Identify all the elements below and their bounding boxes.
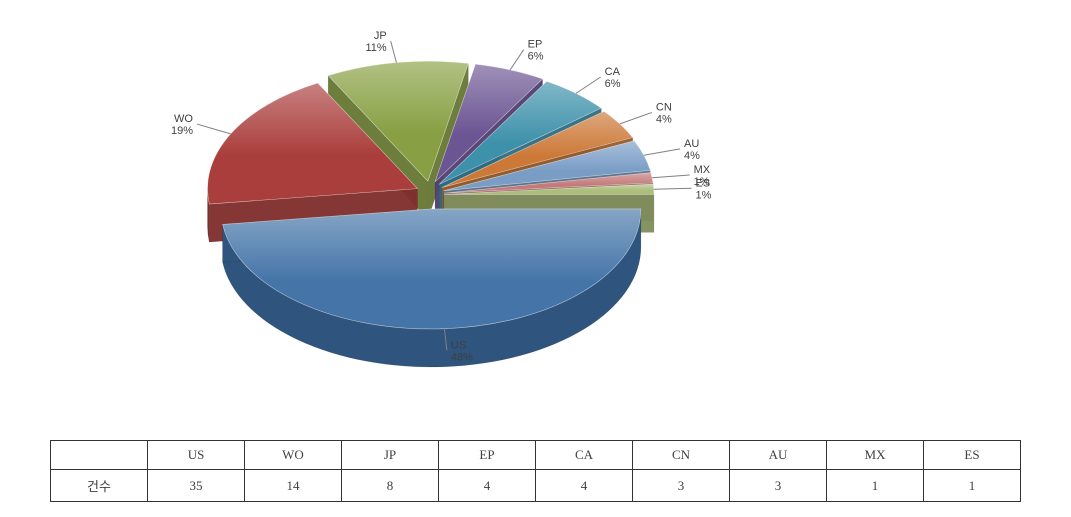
slice-label-code: CA (605, 66, 621, 78)
data-table: US WO JP EP CA CN AU MX ES 건수 35 14 8 4 … (50, 440, 1021, 502)
slice-label-code: US (451, 339, 466, 351)
slice-label-pct: 4% (656, 113, 672, 125)
cell: 35 (148, 470, 245, 502)
col-header: JP (342, 441, 439, 470)
cell: 8 (342, 470, 439, 502)
leader-line (652, 175, 689, 178)
slice-label-pct: 1% (696, 189, 712, 201)
slice-label-code: MX (694, 164, 711, 176)
slice-label-pct: 11% (366, 42, 387, 54)
col-header: US (148, 441, 245, 470)
col-header: CN (633, 441, 730, 470)
cell: 3 (730, 470, 827, 502)
slice-label-code: WO (174, 113, 193, 125)
cell: 3 (633, 470, 730, 502)
row-header: 건수 (51, 470, 148, 502)
col-header: WO (245, 441, 342, 470)
table-corner-cell (51, 441, 148, 470)
leader-line (391, 41, 397, 62)
slice-label-pct: 4% (684, 150, 700, 162)
slice-label-pct: 19% (171, 125, 193, 137)
cell: 4 (536, 470, 633, 502)
pie-chart-3d: US48%WO19%JP11%EP6%CA6%CN4%AU4%MX1%ES1% (0, 0, 1071, 420)
cell: 1 (924, 470, 1021, 502)
leader-line (644, 149, 680, 155)
leader-line (576, 77, 601, 93)
col-header: EP (439, 441, 536, 470)
slice-label-code: EP (528, 39, 543, 51)
slice-label-code: JP (374, 30, 387, 42)
pie-svg: US48%WO19%JP11%EP6%CA6%CN4%AU4%MX1%ES1% (0, 0, 1071, 420)
chart-infographic: US48%WO19%JP11%EP6%CA6%CN4%AU4%MX1%ES1% … (0, 0, 1071, 517)
table-row: US WO JP EP CA CN AU MX ES (51, 441, 1021, 470)
col-header: ES (924, 441, 1021, 470)
slice-label-pct: 48% (451, 351, 473, 363)
cell: 1 (827, 470, 924, 502)
cell: 14 (245, 470, 342, 502)
col-header: MX (827, 441, 924, 470)
table-row: 건수 35 14 8 4 4 3 3 1 1 (51, 470, 1021, 502)
slice-label-pct: 6% (528, 51, 544, 63)
cell: 4 (439, 470, 536, 502)
leader-line (654, 188, 692, 189)
slice-label-code: ES (696, 177, 711, 189)
leader-line (620, 112, 652, 123)
col-header: AU (730, 441, 827, 470)
slice-label-code: AU (684, 138, 699, 150)
leader-line (510, 50, 524, 70)
slice-label-code: CN (656, 101, 672, 113)
slice-label-pct: 6% (605, 78, 621, 90)
col-header: CA (536, 441, 633, 470)
leader-line (197, 124, 231, 134)
